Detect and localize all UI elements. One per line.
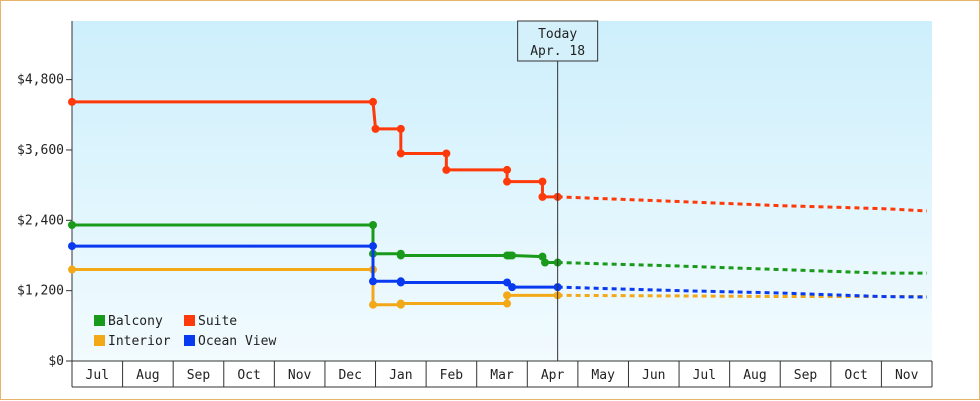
data-point-ocean-view xyxy=(396,278,405,287)
x-tick-label: Jul xyxy=(86,368,109,383)
data-point-suite xyxy=(371,124,380,133)
x-tick-label: Jun xyxy=(642,368,665,383)
series-layer xyxy=(68,97,928,309)
data-point-balcony xyxy=(369,221,377,229)
data-point-ocean-view xyxy=(508,283,517,292)
legend-swatch xyxy=(184,315,195,326)
today-label: Today xyxy=(538,27,577,42)
x-tick-label: Sep xyxy=(794,368,818,383)
legend-swatch xyxy=(184,335,195,346)
data-point-interior xyxy=(396,299,405,308)
y-tick-label: $3,600 xyxy=(17,143,64,158)
data-point-suite xyxy=(503,165,512,174)
data-point-ocean-view xyxy=(68,242,76,251)
today-marker: Today Apr. 18 xyxy=(517,20,599,361)
x-tick-label: Oct xyxy=(237,368,260,383)
x-tick-label: Feb xyxy=(440,368,464,383)
x-tick-label: Dec xyxy=(338,368,361,383)
data-point-suite xyxy=(369,97,377,106)
data-point-interior xyxy=(369,300,377,309)
data-point-suite xyxy=(68,97,76,106)
y-tick-label: $0 xyxy=(48,354,64,369)
legend-label: Balcony xyxy=(108,314,163,329)
data-point-suite xyxy=(538,192,547,201)
x-tick-label: Apr xyxy=(541,368,565,383)
data-point-balcony xyxy=(68,221,76,229)
data-point-interior xyxy=(68,265,76,274)
x-tick-label: May xyxy=(591,368,615,383)
plot-area xyxy=(72,21,932,361)
axes: Jul Aug Sep Oct Nov Dec Jan Feb Mar Apr May Jun Jul A… xyxy=(17,21,933,388)
data-point-balcony xyxy=(396,251,405,260)
data-point-suite xyxy=(442,149,451,158)
data-point-suite xyxy=(503,177,512,186)
today-box xyxy=(517,20,599,62)
data-point-ocean-view xyxy=(503,278,512,287)
x-tick-label: Aug xyxy=(136,368,159,383)
legend-swatch xyxy=(94,315,105,326)
y-tick-label: $2,400 xyxy=(17,213,64,228)
legend-label: Interior xyxy=(108,334,171,349)
x-tick-label: Nov xyxy=(288,368,312,383)
y-tick-label: $1,200 xyxy=(17,284,64,299)
x-tick-label: Aug xyxy=(743,368,766,383)
data-point-balcony xyxy=(508,251,517,260)
x-tick-label: Oct xyxy=(844,368,867,383)
legend-label: Ocean View xyxy=(198,334,276,349)
data-point-interior xyxy=(503,299,512,308)
today-date-label: Apr. 18 xyxy=(530,44,585,59)
legend-label: Suite xyxy=(198,314,237,329)
x-tick-label: Jul xyxy=(693,368,716,383)
legend: Balcony Suite Interior Ocean View xyxy=(94,314,276,349)
series-forecast-suite xyxy=(557,195,928,213)
legend-swatch xyxy=(94,335,105,346)
data-point-interior xyxy=(503,291,512,300)
data-point-suite xyxy=(442,165,451,174)
x-tick-label: Sep xyxy=(187,368,211,383)
x-tick-label: Nov xyxy=(895,368,919,383)
x-tick-label: Jan xyxy=(389,368,412,383)
y-tick-label: $4,800 xyxy=(17,73,64,88)
data-point-suite xyxy=(396,124,405,133)
x-tick-label: Mar xyxy=(490,368,514,383)
data-point-suite xyxy=(396,149,405,158)
data-point-ocean-view xyxy=(369,242,377,251)
data-point-suite xyxy=(538,177,547,186)
data-point-ocean-view xyxy=(369,277,377,286)
data-point-balcony xyxy=(541,258,549,267)
